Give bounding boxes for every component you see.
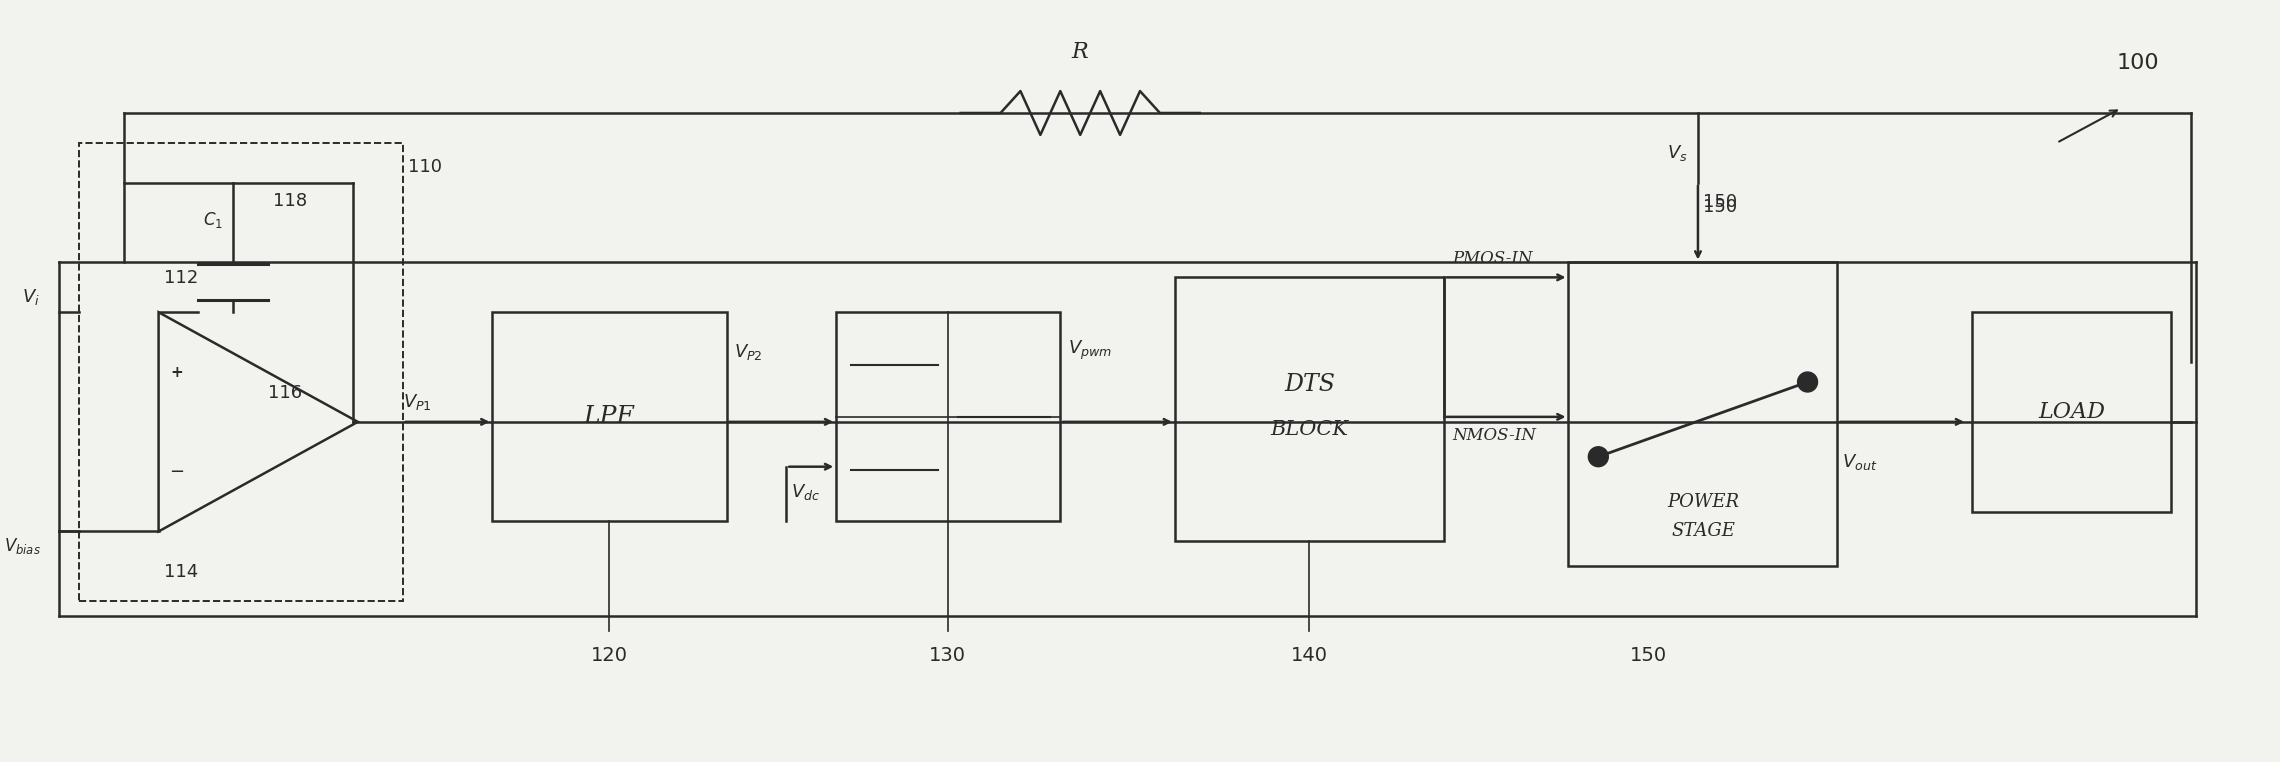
Text: $V_{dc}$: $V_{dc}$: [791, 482, 821, 501]
Text: 118: 118: [274, 191, 308, 210]
Text: $V_{pwm}$: $V_{pwm}$: [1069, 339, 1113, 362]
Text: 100: 100: [2116, 53, 2159, 73]
Text: 150: 150: [1703, 197, 1737, 216]
Text: 110: 110: [408, 158, 442, 176]
Bar: [1569, 262, 1838, 566]
Text: 150: 150: [1630, 646, 1667, 665]
Text: $V_s$: $V_s$: [1667, 142, 1687, 163]
Bar: [837, 312, 1060, 521]
Text: 112: 112: [164, 269, 198, 287]
Text: $V_{out}$: $V_{out}$: [1842, 452, 1879, 472]
Text: $C_1$: $C_1$: [203, 210, 223, 229]
Text: 130: 130: [930, 646, 967, 665]
Text: 150: 150: [1703, 193, 1737, 210]
Bar: [80, 142, 404, 601]
Text: $V_i$: $V_i$: [23, 287, 39, 307]
Text: −: −: [169, 463, 185, 481]
Text: 116: 116: [269, 384, 303, 402]
Bar: [1174, 277, 1443, 542]
Text: $V_{P1}$: $V_{P1}$: [404, 392, 431, 412]
Text: POWER: POWER: [1667, 492, 1740, 511]
Text: 140: 140: [1290, 646, 1327, 665]
Text: $V_{P2}$: $V_{P2}$: [734, 342, 764, 362]
Text: STAGE: STAGE: [1671, 523, 1735, 540]
Text: $V_{bias}$: $V_{bias}$: [5, 536, 41, 556]
Text: LOAD: LOAD: [2038, 401, 2104, 423]
Text: 120: 120: [591, 646, 627, 665]
Text: NMOS-IN: NMOS-IN: [1452, 427, 1537, 443]
Bar: [1972, 312, 2171, 511]
Text: R: R: [1072, 41, 1088, 63]
Text: LPF: LPF: [584, 405, 634, 428]
Circle shape: [1589, 447, 1607, 466]
Circle shape: [1797, 372, 1817, 392]
Text: 114: 114: [164, 563, 198, 581]
Text: +: +: [171, 364, 182, 379]
Bar: [492, 312, 727, 521]
Text: PMOS-IN: PMOS-IN: [1452, 251, 1532, 267]
Text: BLOCK: BLOCK: [1270, 421, 1347, 440]
Text: DTS: DTS: [1284, 373, 1334, 396]
